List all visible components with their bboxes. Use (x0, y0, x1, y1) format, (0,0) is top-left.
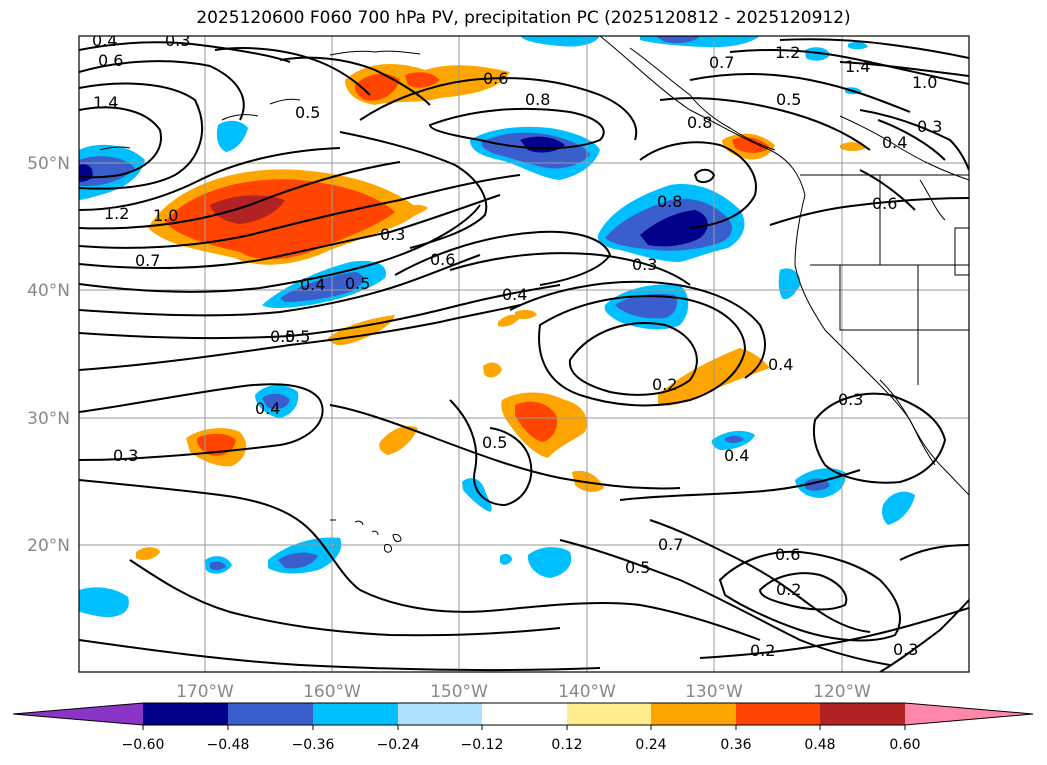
contour-label: 0.5 (270, 327, 295, 346)
contour-label: 0.4 (768, 355, 793, 374)
precip-negative-shading (79, 36, 915, 618)
lon-label-130w: 130°W (685, 682, 743, 702)
contour-label: 0.8 (657, 192, 682, 211)
colorbar-tick-label: 0.12 (551, 737, 582, 753)
contour-label: 0.3 (632, 255, 657, 274)
colorbar-tick-labels: −0.60 −0.48 −0.36 −0.24 −0.12 0.12 0.24 … (122, 737, 921, 753)
lon-label-120w: 120°W (813, 682, 871, 702)
lat-label-30n: 30°N (27, 409, 70, 429)
colorbar-ticks (142, 725, 906, 730)
contour-label: 0.8 (525, 90, 550, 109)
colorbar-segment (313, 703, 398, 725)
contour-label: 0.3 (917, 117, 942, 136)
lat-label-50n: 50°N (27, 154, 70, 174)
longitude-labels: 170°W 160°W 150°W 140°W 130°W 120°W (176, 682, 871, 702)
contour-label: 0.3 (893, 640, 918, 659)
colorbar-tick-label: 0.60 (889, 737, 920, 753)
contour-label: 0.5 (345, 274, 370, 293)
contour-label: 0.3 (165, 31, 190, 50)
colorbar: −0.60 −0.48 −0.36 −0.24 −0.12 0.12 0.24 … (12, 702, 1034, 753)
contour-label: 0.5 (295, 103, 320, 122)
contour-label: 0.2 (776, 580, 801, 599)
colorbar-low-extension (13, 703, 143, 725)
lon-label-170w: 170°W (176, 682, 234, 702)
coastlines (99, 36, 969, 496)
colorbar-tick-label: −0.48 (207, 737, 250, 753)
contour-label: 0.4 (92, 31, 117, 50)
contour-label: 0.5 (482, 433, 507, 452)
latitude-labels: 50°N 40°N 30°N 20°N (27, 154, 70, 556)
colorbar-segment (482, 703, 567, 725)
contour-label: 0.4 (724, 446, 749, 465)
contour-label: 0.7 (135, 251, 160, 270)
colorbar-tick-label: −0.12 (461, 737, 504, 753)
colorbar-segment (736, 703, 820, 725)
colorbar-segment (820, 703, 905, 725)
hawaii-islands (330, 519, 402, 553)
pv-contours (79, 38, 969, 672)
lon-label-150w: 150°W (430, 682, 488, 702)
contour-label: 1.2 (104, 204, 129, 223)
contour-label: 0.6 (98, 51, 123, 70)
contour-label: 1.0 (912, 73, 937, 92)
lat-label-40n: 40°N (27, 281, 70, 301)
contour-label: 0.2 (750, 641, 775, 660)
contour-label: 0.4 (502, 285, 527, 304)
colorbar-tick-label: −0.36 (292, 737, 335, 753)
colorbar-segment (398, 703, 482, 725)
colorbar-tick-label: 0.36 (720, 737, 751, 753)
contour-label: 1.2 (775, 43, 800, 62)
colorbar-segment (228, 703, 313, 725)
contour-label: 0.6 (430, 250, 455, 269)
contour-label: 0.5 (776, 90, 801, 109)
contour-label: 0.8 (687, 113, 712, 132)
contour-label: 0.6 (775, 545, 800, 564)
colorbar-tick-label: −0.60 (122, 737, 165, 753)
contour-label: 0.5 (625, 558, 650, 577)
colorbar-tick-label: 0.24 (635, 737, 666, 753)
map-frame (78, 35, 970, 673)
contour-label: 0.2 (652, 375, 677, 394)
figure-title: 2025120600 F060 700 hPa PV, precipitatio… (196, 8, 851, 28)
colorbar-tick-label: −0.24 (377, 737, 420, 753)
contour-label: 0.7 (658, 535, 683, 554)
colorbar-tick-label: 0.48 (804, 737, 835, 753)
contour-label: 0.5 (285, 327, 310, 346)
colorbar-segment (567, 703, 651, 725)
contour-label: 0.4 (300, 275, 325, 294)
colorbar-high-extension (905, 703, 1033, 725)
lat-label-20n: 20°N (27, 536, 70, 556)
contour-label: 0.4 (255, 399, 280, 418)
map-panel: 0.4 0.3 0.6 1.4 1.2 1.0 0.7 0.5 0.5 0.8 … (79, 31, 969, 672)
contour-label: 1.4 (93, 93, 118, 112)
lon-label-140w: 140°W (558, 682, 616, 702)
contour-label: 0.4 (882, 133, 907, 152)
contour-label: 1.4 (845, 57, 870, 76)
contour-labels: 0.4 0.3 0.6 1.4 1.2 1.0 0.7 0.5 0.5 0.8 … (92, 31, 942, 660)
contour-label: 0.7 (709, 53, 734, 72)
contour-label: 0.3 (838, 390, 863, 409)
contour-label: 0.3 (113, 446, 138, 465)
lon-label-160w: 160°W (303, 682, 361, 702)
contour-label: 0.6 (483, 69, 508, 88)
contour-label: 0.3 (380, 225, 405, 244)
colorbar-segment (651, 703, 736, 725)
colorbar-segment (143, 703, 228, 725)
contour-label: 1.0 (153, 206, 178, 225)
contour-label: 0.6 (872, 194, 897, 213)
